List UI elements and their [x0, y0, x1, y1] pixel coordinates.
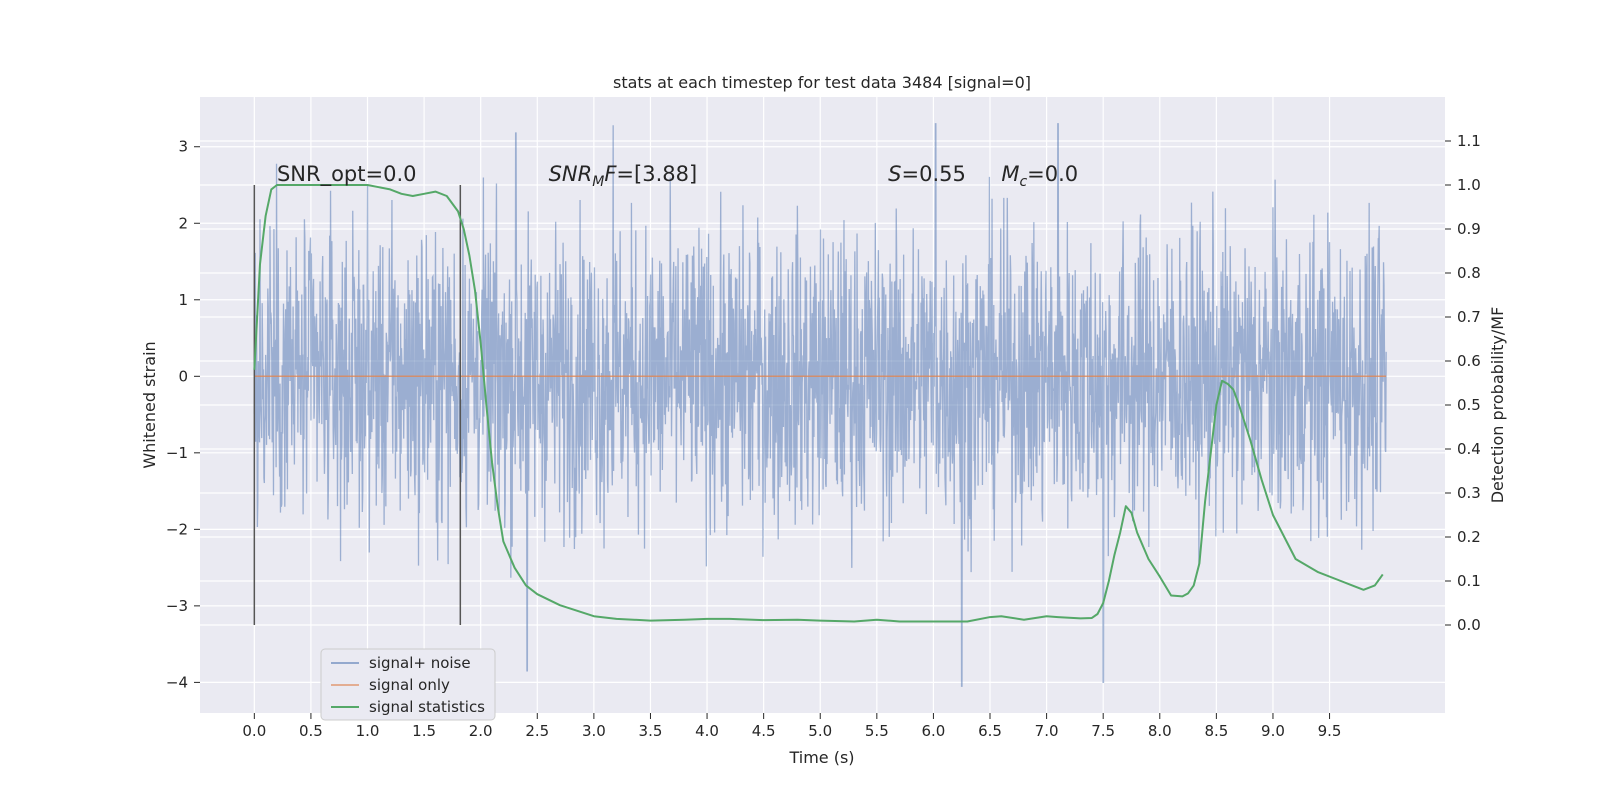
x-tick-label: 8.0	[1148, 722, 1172, 740]
signal-noise-series	[253, 123, 1387, 687]
y2-axis-label: Detection probability/MF	[1488, 307, 1507, 504]
legend-frame	[320, 648, 496, 721]
annotation: SNRMF=[3.88]	[549, 162, 698, 190]
legend-label-signal-only: signal only	[369, 676, 450, 694]
x-tick-label: 3.0	[582, 722, 606, 740]
x-tick-label: 9.5	[1318, 722, 1342, 740]
y-tick-label: −4	[166, 673, 188, 691]
x-tick-label: 4.5	[752, 722, 776, 740]
chart-title: stats at each timestep for test data 348…	[613, 73, 1031, 92]
x-tick-label: 6.0	[921, 722, 945, 740]
y-axis-label: Whitened strain	[140, 341, 159, 468]
x-tick-label: 2.5	[525, 722, 549, 740]
x-axis-label: Time (s)	[788, 748, 854, 767]
annotation: S=0.55	[888, 162, 966, 186]
y2-tick-label: 0.7	[1457, 308, 1481, 326]
x-tick-label: 0.5	[299, 722, 323, 740]
signal-statistics-line	[253, 184, 1384, 623]
y-tick-label: 2	[178, 214, 188, 232]
y2-tick-label: 0.4	[1457, 440, 1481, 458]
x-tick-label: 4.0	[695, 722, 719, 740]
x-tick-label: 3.5	[639, 722, 663, 740]
x-tick-label: 5.0	[808, 722, 832, 740]
x-tick-label: 6.5	[978, 722, 1002, 740]
y-axis-ticks: 3 2 1 0 −1 −2 −3 −4	[166, 138, 200, 691]
annotation: SNR_opt=0.0	[277, 162, 417, 187]
x-axis-ticks: 0.0 0.5 1.0 1.5 2.0 2.5 3.0 3.5 4.0 4.5 5.0 5.5 6.0 6…	[242, 713, 1341, 740]
y2-tick-label: 0.1	[1457, 572, 1481, 590]
y2-tick-label: 1.0	[1457, 176, 1481, 194]
x-tick-label: 0.0	[242, 722, 266, 740]
x-tick-label: 1.5	[412, 722, 436, 740]
y2-tick-label: 0.2	[1457, 528, 1481, 546]
x-tick-label: 1.0	[356, 722, 380, 740]
x-tick-label: 2.0	[469, 722, 493, 740]
y2-tick-label: 0.9	[1457, 220, 1481, 238]
y-tick-label: −2	[166, 520, 188, 538]
annotation: Mc=0.0	[1001, 162, 1078, 190]
annotations: SNR_opt=0.0 SNRMF=[3.88] S=0.55 Mc=0.0	[277, 162, 1078, 190]
y-tick-label: 0	[178, 367, 188, 385]
x-tick-label: 8.5	[1204, 722, 1228, 740]
legend: signal+ noise signal only signal statist…	[320, 648, 496, 721]
y-tick-label: −3	[166, 597, 188, 615]
legend-label-signal-noise: signal+ noise	[369, 654, 471, 672]
y2-tick-label: 0.3	[1457, 484, 1481, 502]
y2-tick-label: 0.8	[1457, 264, 1481, 282]
legend-label-signal-statistics: signal statistics	[369, 698, 485, 716]
y2-tick-label: 0.6	[1457, 352, 1481, 370]
y-tick-label: 3	[178, 138, 188, 156]
y2-tick-label: 0.0	[1457, 616, 1481, 634]
x-tick-label: 5.5	[865, 722, 889, 740]
y-tick-label: 1	[178, 291, 188, 309]
y-tick-label: −1	[166, 444, 188, 462]
y2-tick-label: 1.1	[1457, 132, 1481, 150]
y2-tick-label: 0.5	[1457, 396, 1481, 414]
x-tick-label: 7.5	[1091, 722, 1115, 740]
x-tick-label: 9.0	[1261, 722, 1285, 740]
line-series	[253, 184, 1387, 625]
y2-axis-ticks: 1.1 1.0 0.9 0.8 0.7 0.6 0.5 0.4 0.3 0.2 0.1 0.0	[1445, 132, 1481, 634]
signal-noise-line	[253, 123, 1387, 687]
x-tick-label: 7.0	[1035, 722, 1059, 740]
